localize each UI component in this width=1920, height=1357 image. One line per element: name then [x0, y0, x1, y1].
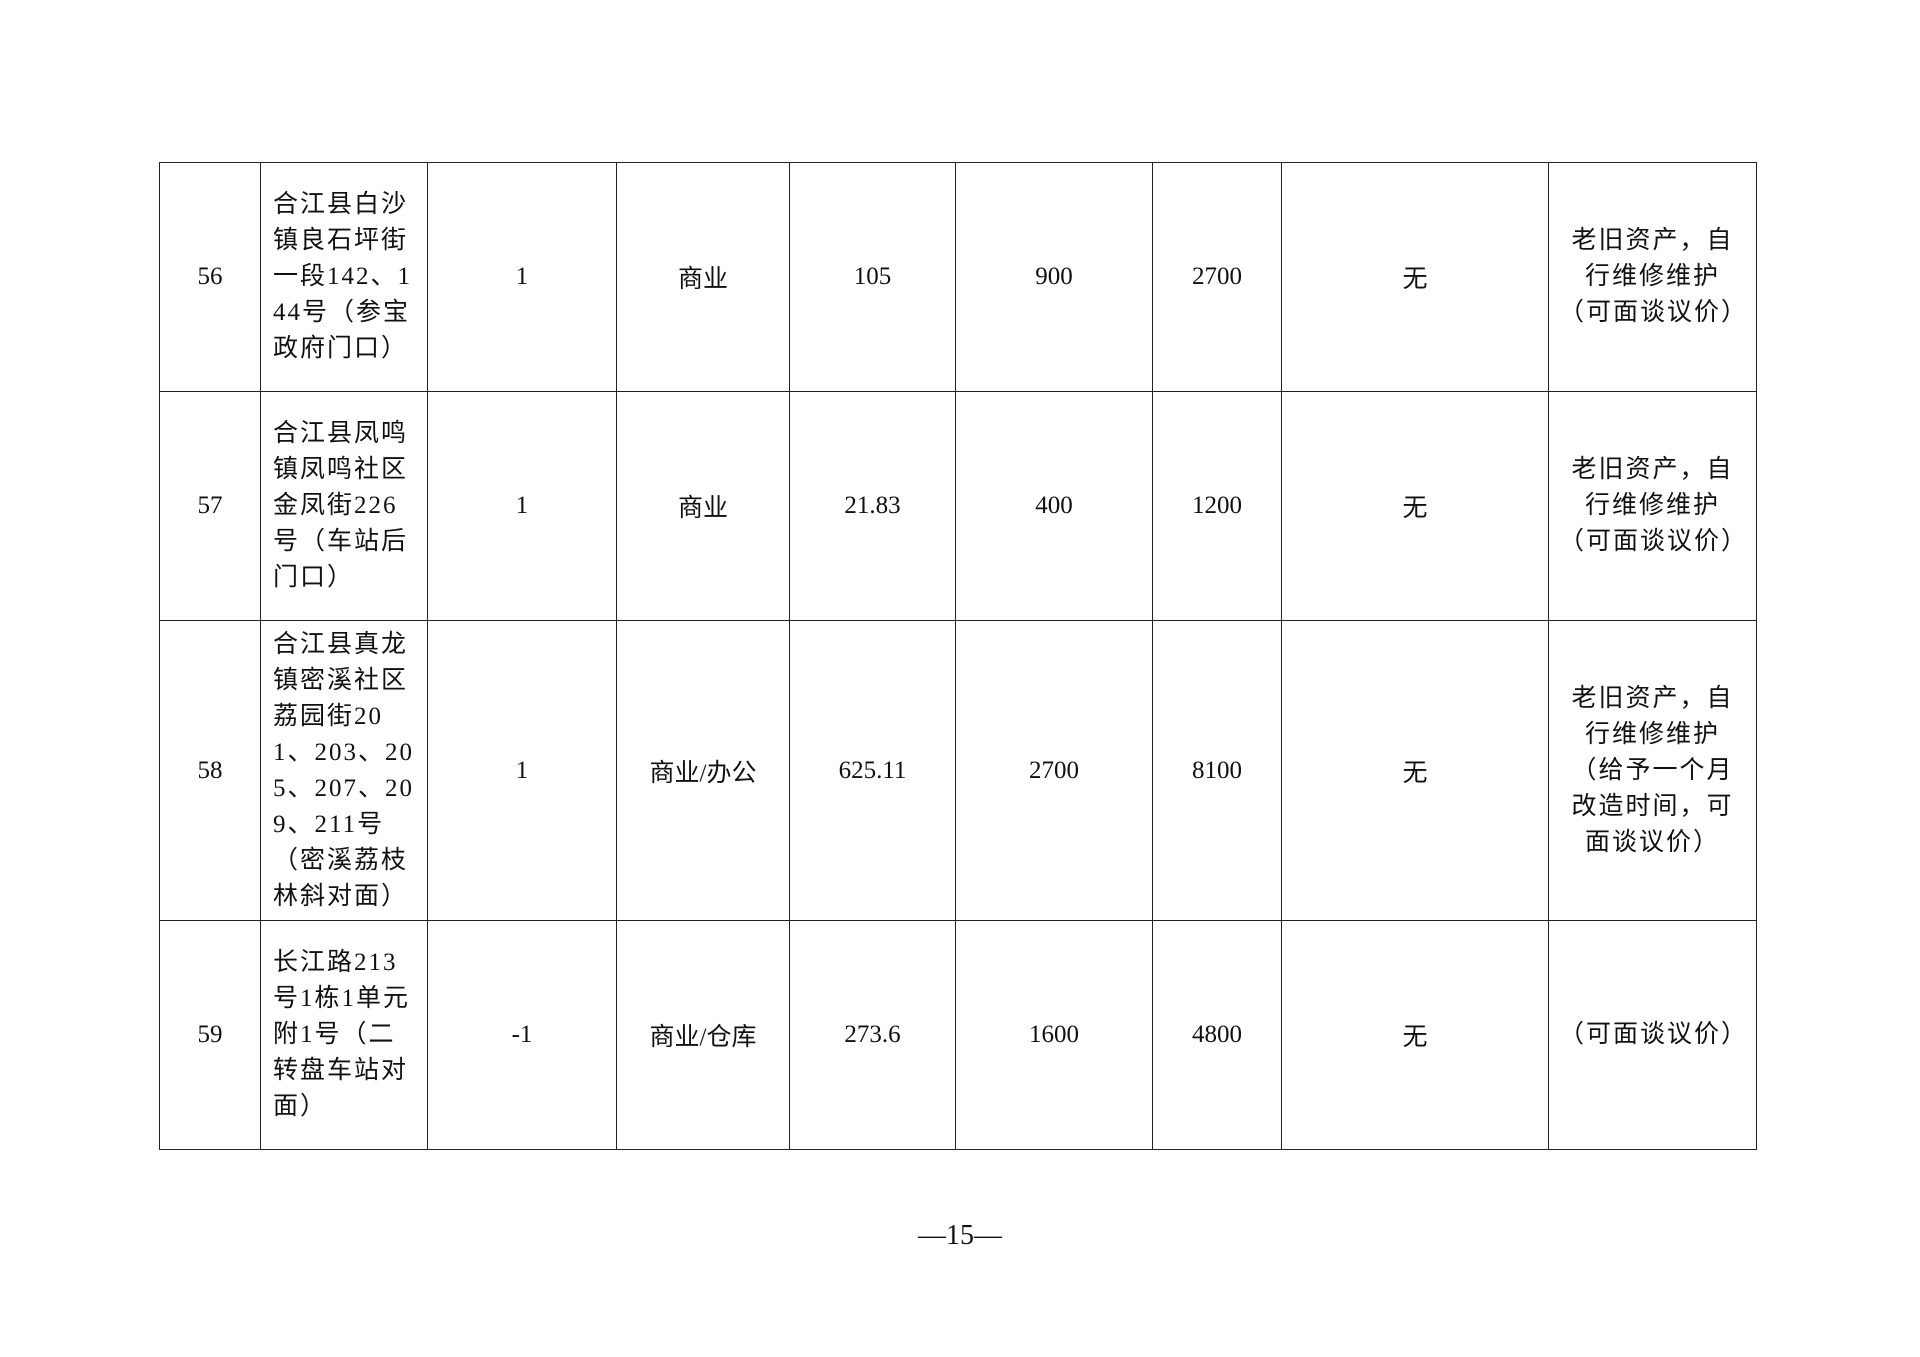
table-row: 58 合江县真龙镇密溪社区荔园街201、203、205、207、209、211号（… — [159, 620, 1757, 921]
extra-cell: 无 — [1281, 391, 1549, 621]
table-row: 56 合江县白沙镇良石坪街一段142、144号（参宝政府门口） 1 商业 105 900 2… — [159, 162, 1757, 392]
page-number: —15— — [918, 1220, 1002, 1251]
rent-b-cell: 2700 — [1152, 162, 1282, 392]
use-cell: 商业 — [616, 162, 790, 392]
rent-a-cell: 1600 — [955, 920, 1153, 1150]
row-number: 57 — [159, 391, 261, 621]
extra-cell: 无 — [1281, 920, 1549, 1150]
area-cell: 105 — [789, 162, 956, 392]
note-cell: （可面谈议价） — [1548, 920, 1757, 1150]
table-row: 59 长江路213号1栋1单元附1号（二转盘车站对面） -1 商业/仓库 273.6 16… — [159, 920, 1757, 1150]
rent-a-cell: 400 — [955, 391, 1153, 621]
note-cell: 老旧资产，自行维修维护（可面谈议价） — [1548, 162, 1757, 392]
use-cell: 商业/办公 — [616, 620, 790, 921]
address-cell: 合江县凤鸣镇凤鸣社区金凤街226号（车站后门口） — [260, 391, 428, 621]
area-cell: 21.83 — [789, 391, 956, 621]
rent-a-cell: 2700 — [955, 620, 1153, 921]
property-table: 56 合江县白沙镇良石坪街一段142、144号（参宝政府门口） 1 商业 105 900 2… — [159, 162, 1757, 1150]
extra-cell: 无 — [1281, 162, 1549, 392]
table-row: 57 合江县凤鸣镇凤鸣社区金凤街226号（车站后门口） 1 商业 21.83 400 120… — [159, 391, 1757, 621]
rent-b-cell: 8100 — [1152, 620, 1282, 921]
extra-cell: 无 — [1281, 620, 1549, 921]
address-cell: 长江路213号1栋1单元附1号（二转盘车站对面） — [260, 920, 428, 1150]
row-number: 58 — [159, 620, 261, 921]
rent-b-cell: 1200 — [1152, 391, 1282, 621]
floor-cell: -1 — [427, 920, 617, 1150]
rent-a-cell: 900 — [955, 162, 1153, 392]
row-number: 59 — [159, 920, 261, 1150]
floor-cell: 1 — [427, 162, 617, 392]
row-number: 56 — [159, 162, 261, 392]
area-cell: 273.6 — [789, 920, 956, 1150]
use-cell: 商业 — [616, 391, 790, 621]
note-cell: 老旧资产，自行维修维护（可面谈议价） — [1548, 391, 1757, 621]
address-cell: 合江县白沙镇良石坪街一段142、144号（参宝政府门口） — [260, 162, 428, 392]
floor-cell: 1 — [427, 391, 617, 621]
address-cell: 合江县真龙镇密溪社区荔园街201、203、205、207、209、211号（密溪… — [260, 620, 428, 921]
use-cell: 商业/仓库 — [616, 920, 790, 1150]
area-cell: 625.11 — [789, 620, 956, 921]
note-cell: 老旧资产，自行维修维护（给予一个月改造时间，可面谈议价） — [1548, 620, 1757, 921]
rent-b-cell: 4800 — [1152, 920, 1282, 1150]
floor-cell: 1 — [427, 620, 617, 921]
